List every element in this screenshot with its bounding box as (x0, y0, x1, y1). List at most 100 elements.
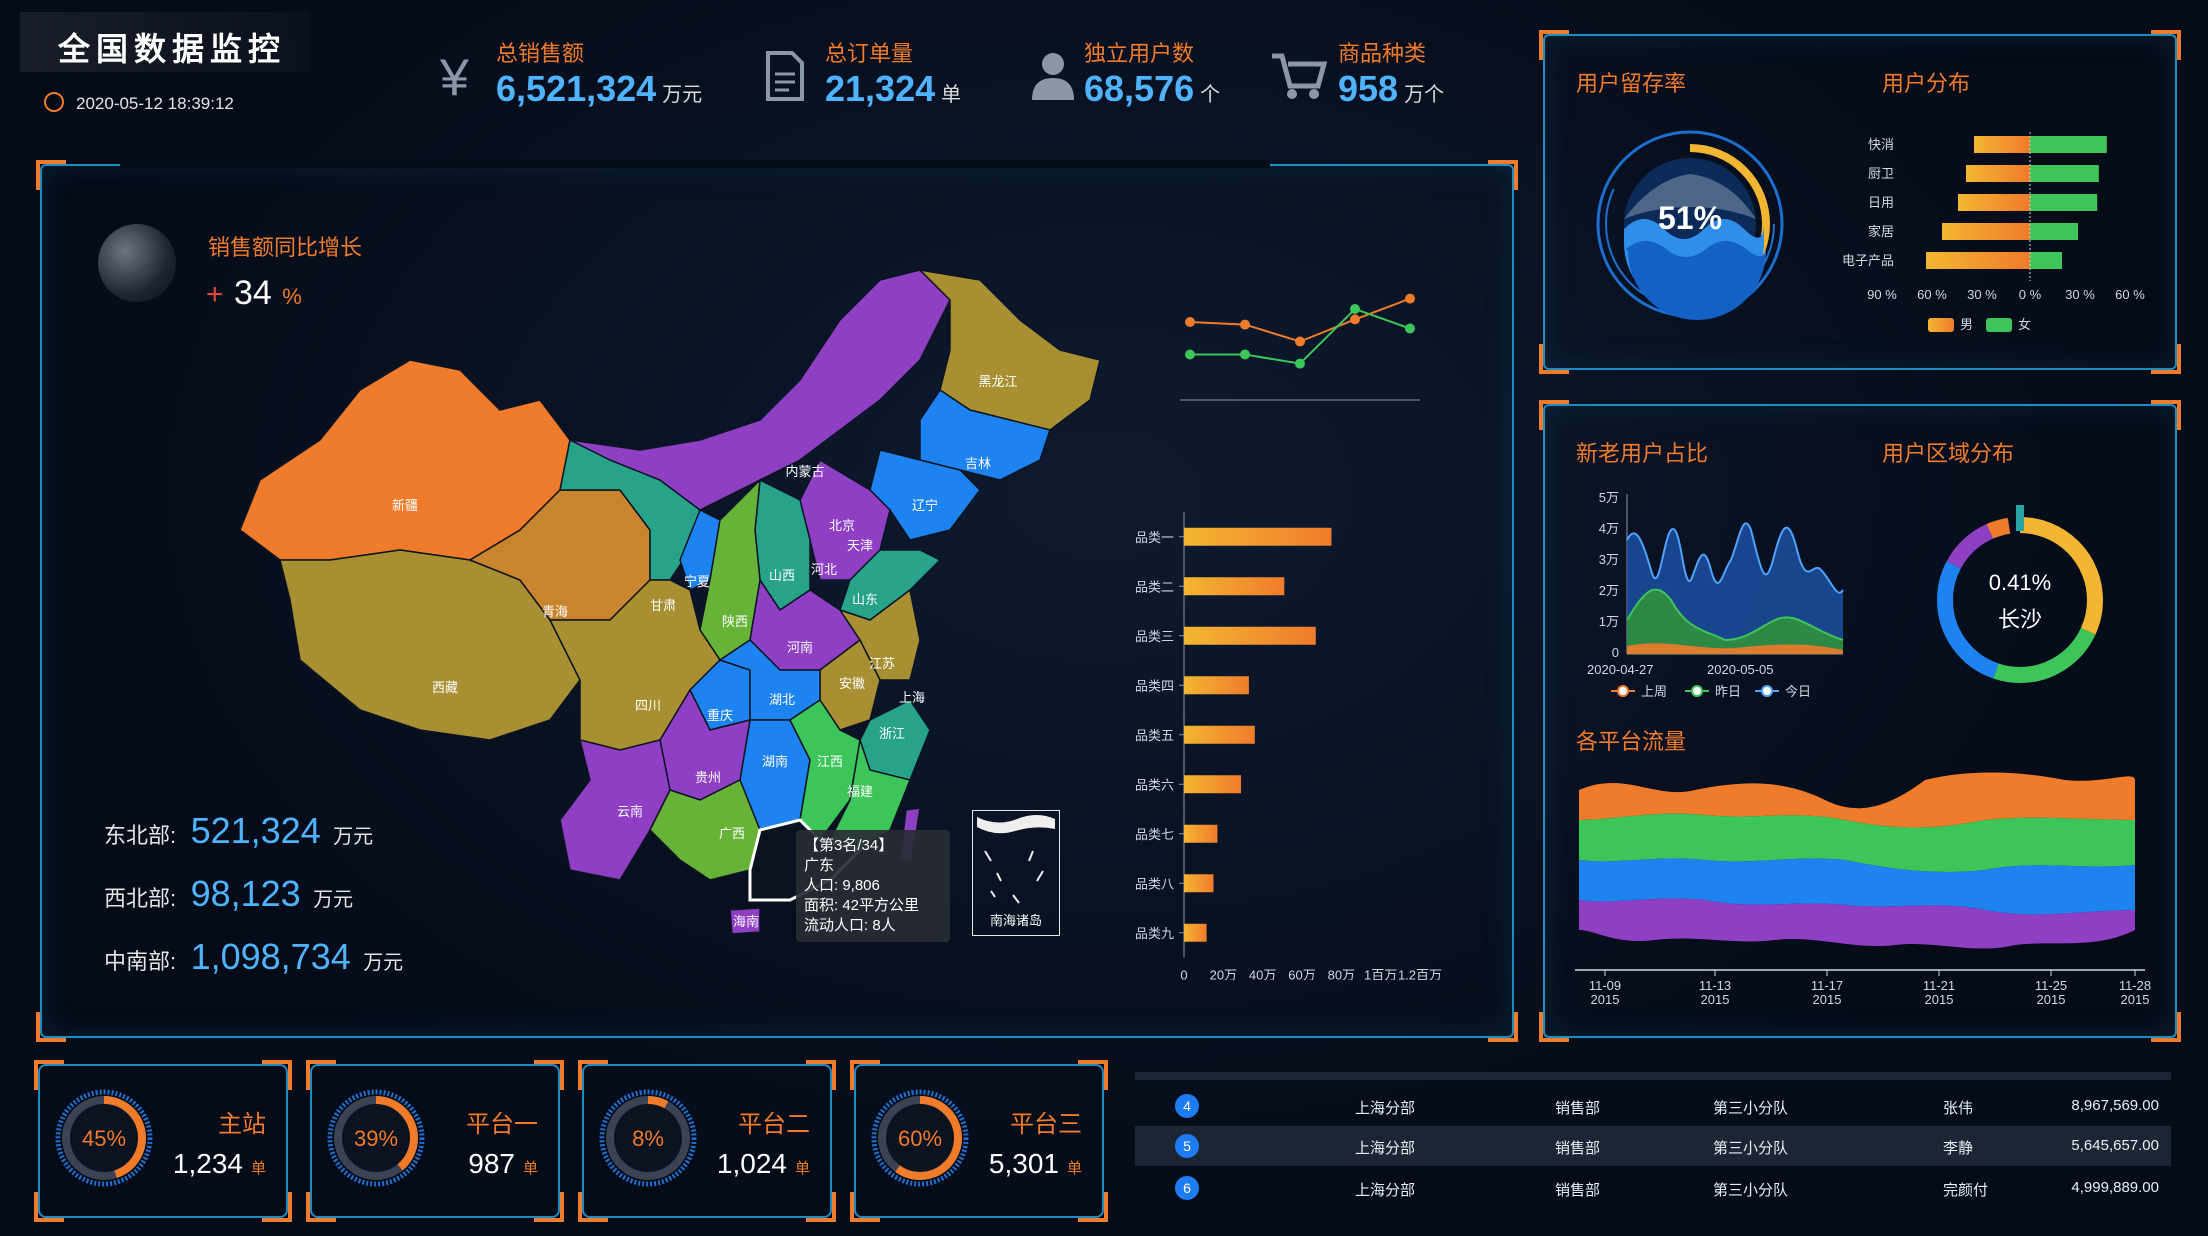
gauge-value: 5,301 (988, 1148, 1059, 1179)
gauge-percent: 8% (632, 1126, 664, 1151)
user-distribution-title: 用户分布 (1882, 71, 1971, 96)
gauge-unit: 单 (522, 1160, 538, 1177)
x-tick: 11-25 (2035, 978, 2067, 993)
kpi-value: 21,324 (825, 68, 936, 109)
platform-traffic-title: 各平台流量 (1576, 729, 1687, 754)
region-unit: 万元 (333, 826, 374, 848)
legend-swatch-female (1986, 318, 2012, 332)
y-tick: 0 (1612, 645, 1619, 660)
province-hainan[interactable] (729, 907, 761, 935)
legend-label: 昨日 (1715, 684, 1741, 699)
y-tick: 4万 (1599, 521, 1619, 536)
bar-category-label: 品类六 (1135, 777, 1174, 792)
region-value: 1,098,734 (190, 936, 351, 977)
x-tick-label: 1百万 (1364, 968, 1397, 981)
gauge-name: 主站 (218, 1111, 266, 1138)
globe-icon (98, 224, 176, 302)
cell-team: 第三小分队 (1713, 1182, 1789, 1199)
tooltip-name: 广东 (804, 857, 835, 874)
bar (1184, 626, 1316, 645)
x-tick-year: 2015 (2121, 992, 2150, 1007)
table-row[interactable]: 4 上海分部 销售部 第三小分队 张伟 8,967,569.00 (1135, 1086, 2171, 1126)
province-xizang[interactable] (279, 549, 581, 741)
region-donut-chart (1937, 505, 2103, 683)
kpi-value: 6,521,324 (496, 68, 657, 109)
datetime: 2020-05-12 18:39:12 (44, 92, 234, 114)
dist-tick-label: 60 % (1917, 287, 1947, 302)
dist-tick-label: 60 % (2115, 287, 2145, 302)
female-bar (2030, 194, 2098, 211)
map-tooltip: 【第3名/34】 广东 人口: 9,806 面积: 42平方公里 流动人口: 8… (796, 830, 950, 942)
bar (1184, 923, 1207, 942)
map-label: 陕西 (722, 614, 748, 629)
tooltip-population: 人口: 9,806 (804, 877, 880, 894)
user-icon (1032, 53, 1074, 100)
bar (1184, 775, 1242, 794)
line-point (1240, 349, 1250, 360)
gauge-fill (606, 1096, 690, 1180)
gauge-percent: 39% (353, 1126, 399, 1151)
kpi-label: 总订单量 (825, 41, 914, 66)
cell-amount: 8,967,569.00 (2071, 1097, 2159, 1114)
map-label: 浙江 (879, 726, 905, 741)
retention-value: 51% (1657, 200, 1723, 236)
dist-tick-label: 30 % (1967, 287, 1997, 302)
gauge-value: 1,234 (172, 1148, 243, 1179)
new-old-users-title: 新老用户占比 (1576, 441, 1709, 466)
y-tick: 1万 (1599, 614, 1619, 629)
gauge-unit: 单 (250, 1160, 266, 1177)
table-row[interactable]: 5 上海分部 销售部 第三小分队 李静 5,645,657.00 (1135, 1126, 2171, 1166)
y-tick: 2万 (1599, 583, 1619, 598)
line-series (1190, 307, 1411, 365)
x-tick-label: 20万 (1210, 968, 1237, 981)
map-label: 青海 (542, 604, 568, 619)
map-label: 新疆 (392, 498, 418, 513)
growth-unit: % (282, 284, 302, 309)
rank-badge: 6 (1175, 1176, 1199, 1200)
y-tick: 5万 (1599, 490, 1619, 505)
retention-title: 用户留存率 (1576, 71, 1687, 96)
rank-badge: 5 (1175, 1134, 1199, 1158)
region-unit: 万元 (313, 889, 354, 911)
map-label: 河北 (811, 562, 837, 577)
bar (1184, 676, 1249, 695)
document-icon (766, 51, 804, 101)
bar-category-label: 品类二 (1135, 579, 1174, 594)
province-jilin[interactable] (919, 388, 1051, 481)
clock-icon (44, 92, 64, 112)
male-bar (1942, 223, 2030, 240)
kpi-unit: 单 (941, 84, 962, 106)
page-title: 全国数据监控 (58, 31, 287, 67)
map-label: 湖南 (762, 754, 788, 769)
tooltip-area: 面积: 42平方公里 (804, 897, 920, 914)
dist-category-label: 家居 (1868, 224, 1894, 239)
x-tick-label: 2017 (1341, 408, 1370, 410)
province-yunnan[interactable] (559, 738, 671, 881)
gauge-ring (871, 1089, 969, 1187)
legend-label-male: 男 (1960, 317, 1973, 332)
growth-label: 销售额同比增长 (208, 235, 363, 260)
retention-panel (1539, 30, 2181, 374)
yen-icon: ¥ (440, 49, 469, 107)
region-stat-northwest: 西北部: 98,123 万元 (104, 873, 353, 915)
datetime-text: 2020-05-12 18:39:12 (76, 94, 234, 113)
map-label: 辽宁 (912, 498, 938, 513)
legend-label: 今日 (1785, 684, 1811, 699)
gauge-fill (62, 1096, 146, 1180)
dist-category-label: 厨卫 (1868, 166, 1894, 181)
table-row[interactable]: 6 上海分部 销售部 第三小分队 完颜付 4,999,889.00 (1135, 1168, 2171, 1208)
x-tick: 11-09 (1589, 978, 1621, 993)
china-map[interactable]: 新疆 西藏 青海 甘肃 内蒙古 黑龙江 吉林 辽宁 北京 天津 河北 山西 山东… (220, 260, 1120, 940)
bar (1184, 824, 1218, 843)
line-point (1240, 319, 1250, 330)
map-label: 贵州 (695, 770, 721, 785)
gauge-percent: 45% (81, 1126, 127, 1151)
cell-team: 第三小分队 (1713, 1100, 1789, 1117)
south-sea-label: 南海诸岛 (989, 913, 1042, 928)
x-tick: 11-17 (1811, 978, 1843, 993)
x-tick: 11-28 (2119, 978, 2151, 993)
bar-category-label: 品类八 (1135, 876, 1174, 891)
line-point (1185, 317, 1195, 327)
growth-value: + 34 % (206, 274, 302, 313)
